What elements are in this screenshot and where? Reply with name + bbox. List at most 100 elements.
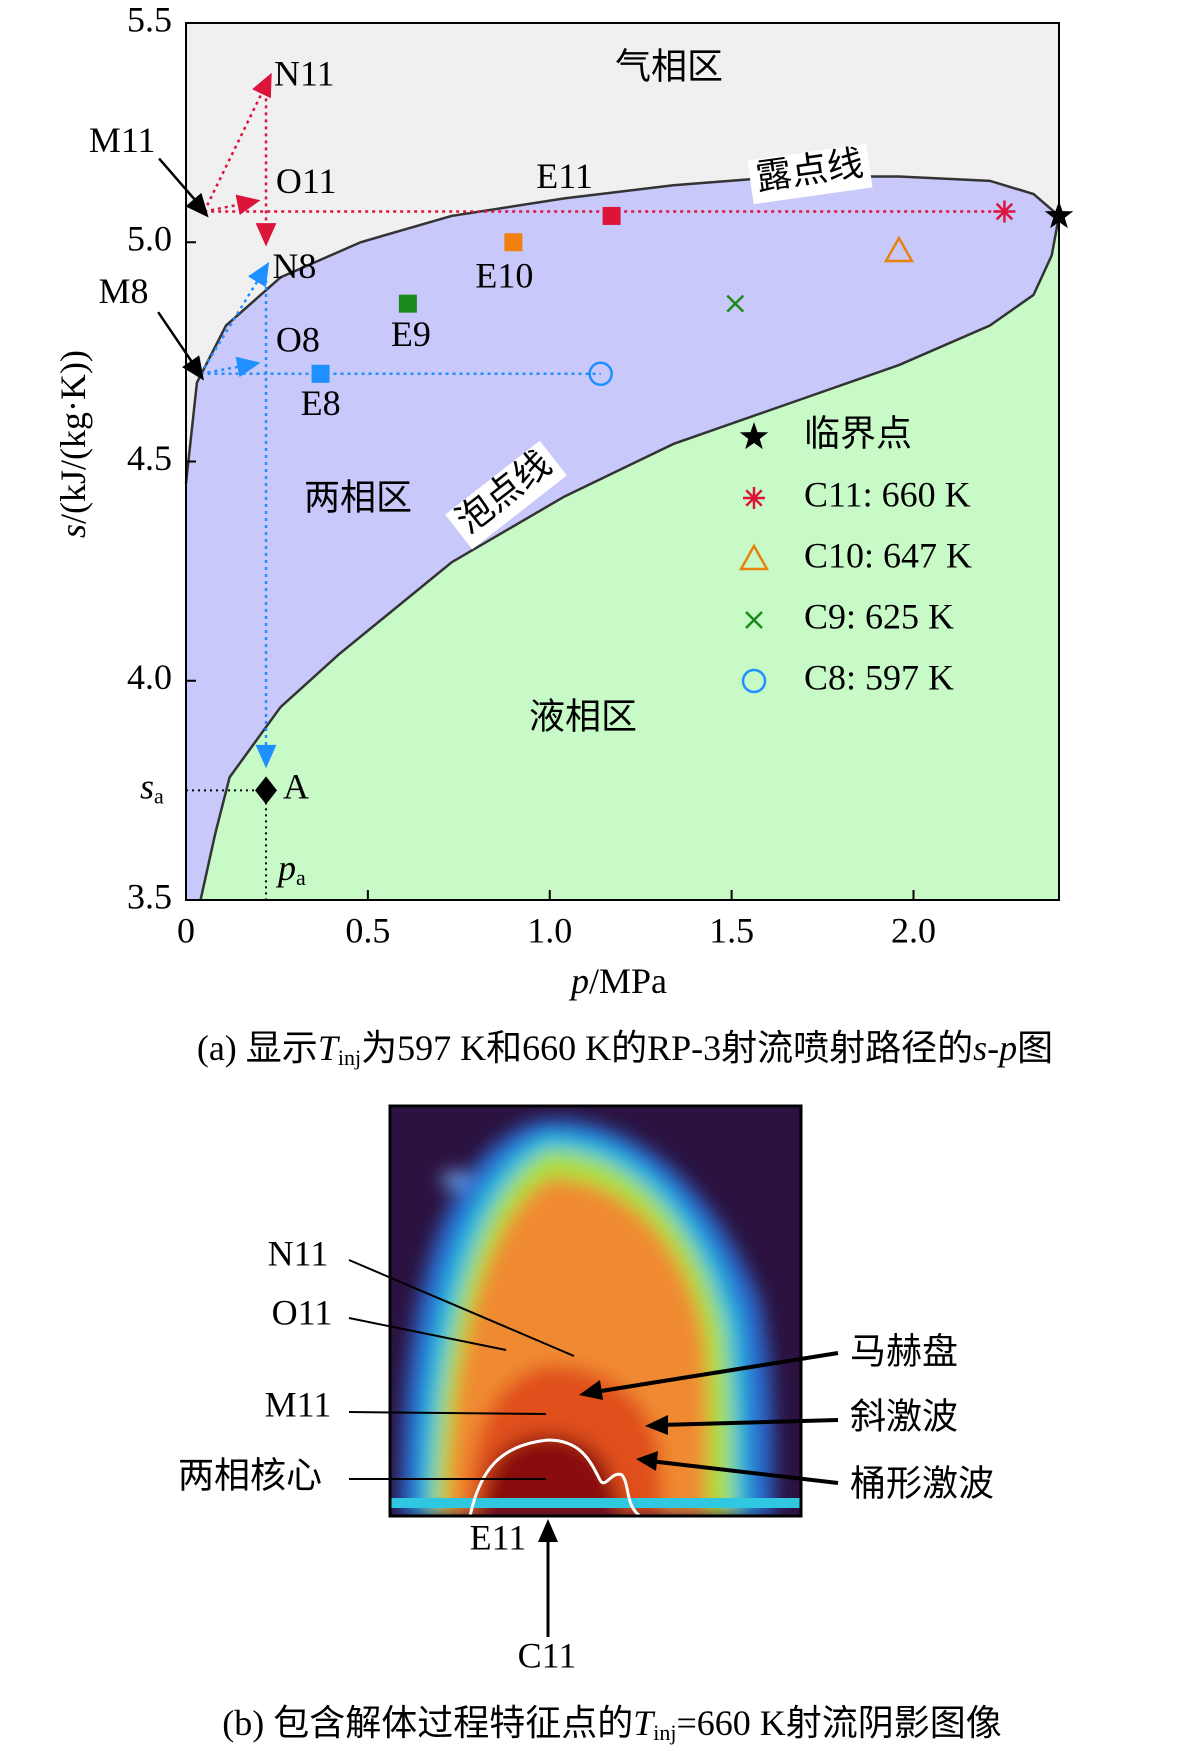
region-fill <box>200 215 1060 900</box>
point <box>993 200 1016 223</box>
contour <box>468 1438 641 1516</box>
arrowhead <box>579 1380 603 1400</box>
path-line <box>203 83 268 213</box>
arrowhead <box>235 194 261 216</box>
arrowhead <box>255 744 277 769</box>
pointer-head <box>182 355 204 381</box>
point-label: A <box>283 767 309 807</box>
arrowhead <box>255 223 277 247</box>
point-label: M11 <box>89 120 156 160</box>
point <box>602 206 621 225</box>
caption-part: (b) 包含解体过程特征点的 <box>222 1703 633 1743</box>
legend-marker <box>743 487 765 509</box>
point <box>883 235 915 263</box>
caption-part: =660 K射流阴影图像 <box>676 1703 1001 1743</box>
image-frame <box>388 1104 803 1518</box>
caption-part: p <box>996 1028 1017 1068</box>
caption-part: - <box>987 1028 999 1068</box>
legend-label: C11: 660 K <box>804 474 971 514</box>
point <box>255 776 278 805</box>
arrow-line <box>594 1351 839 1394</box>
x-tick-label: 1.5 <box>709 910 754 950</box>
curve-label-bg <box>747 143 873 205</box>
y-tick-label: 5.0 <box>127 219 172 259</box>
ref-part: p <box>275 848 296 888</box>
region-fill <box>186 176 1059 901</box>
x-tick-label: 2.0 <box>891 910 936 950</box>
legend-marker <box>741 668 767 694</box>
point <box>1044 200 1074 229</box>
right-label: 桶形激波 <box>850 1463 994 1503</box>
pointer-head <box>185 192 209 218</box>
x-tick-label: 1.0 <box>527 910 572 950</box>
curve-label-bg <box>445 440 567 550</box>
leader <box>348 1317 507 1351</box>
arrowhead <box>235 356 261 378</box>
arrow-line <box>659 1418 839 1427</box>
image-strip <box>390 1498 801 1508</box>
point-label: E10 <box>475 256 533 296</box>
arrowhead <box>538 1519 558 1542</box>
legend-label: C9: 625 K <box>804 596 954 636</box>
caption-part: inj <box>338 1045 361 1070</box>
y-tick-label: 4.0 <box>127 657 172 697</box>
y-axis-label: s/(kJ/(kg·K)) <box>53 350 93 538</box>
reference-label: sa <box>140 767 164 809</box>
x-tick-label: 0.5 <box>345 910 390 950</box>
y-tick-label: 5.5 <box>127 0 172 39</box>
legend-marker <box>745 611 763 629</box>
path-line <box>200 363 249 376</box>
leaders <box>348 1259 839 1637</box>
legend-label: 临界点 <box>804 413 912 453</box>
caption-b: (b) 包含解体过程特征点的Tinj=660 K射流阴影图像 <box>222 1703 1002 1745</box>
x-label-part: /MPa <box>589 961 667 1001</box>
caption-part: T <box>318 1028 341 1068</box>
leader <box>348 1259 575 1357</box>
point <box>398 294 417 313</box>
reference-label: pa <box>275 848 306 890</box>
caption-part: 为597 K和660 K的RP-3射流喷射路径的 <box>361 1028 973 1068</box>
right-label: 马赫盘 <box>850 1331 958 1371</box>
caption-part: 图 <box>1017 1028 1053 1068</box>
caption-part: T <box>633 1703 656 1743</box>
legend-label: C8: 597 K <box>804 657 954 697</box>
point-label: O8 <box>276 319 320 359</box>
shadowgraph <box>388 1104 803 1518</box>
region-label: 两相区 <box>304 477 412 517</box>
ref-part: a <box>154 783 164 808</box>
caption-part: (a) 显示 <box>197 1028 318 1068</box>
y-label-part: /(kJ/(kg·K)) <box>53 350 93 524</box>
caption-part: inj <box>653 1720 676 1745</box>
path-line <box>199 272 264 375</box>
left-label: O11 <box>272 1292 333 1332</box>
arrowheads <box>538 1380 668 1542</box>
ref-part: s <box>140 767 154 807</box>
curve <box>184 175 1060 484</box>
view-label: C11 <box>518 1635 577 1675</box>
point-label: N11 <box>274 54 335 94</box>
point-label: O11 <box>276 161 337 201</box>
legend-marker <box>739 422 769 450</box>
arrowhead <box>248 261 270 288</box>
point-label: E11 <box>536 156 593 196</box>
caption-a: (a) 显示Tinj为597 K和660 K的RP-3射流喷射路径的s-p图 <box>197 1028 1053 1070</box>
left-label: N11 <box>268 1233 329 1273</box>
left-label: 两相核心 <box>178 1455 322 1495</box>
leader <box>348 1411 547 1415</box>
x-tick-label: 0 <box>177 910 195 950</box>
point-label: M8 <box>99 271 149 311</box>
point <box>726 294 745 313</box>
arrowhead <box>636 1451 658 1471</box>
point <box>504 233 523 252</box>
ref-part: a <box>296 865 306 890</box>
curve <box>199 215 1061 901</box>
pointer-line <box>157 311 196 367</box>
point-label: N8 <box>272 246 316 286</box>
point <box>588 361 613 387</box>
legend-label: C10: 647 K <box>804 535 972 575</box>
left-label: M11 <box>265 1384 332 1424</box>
legend-marker <box>738 543 770 571</box>
pointer-line <box>158 157 200 205</box>
right-label: 斜激波 <box>850 1396 958 1436</box>
